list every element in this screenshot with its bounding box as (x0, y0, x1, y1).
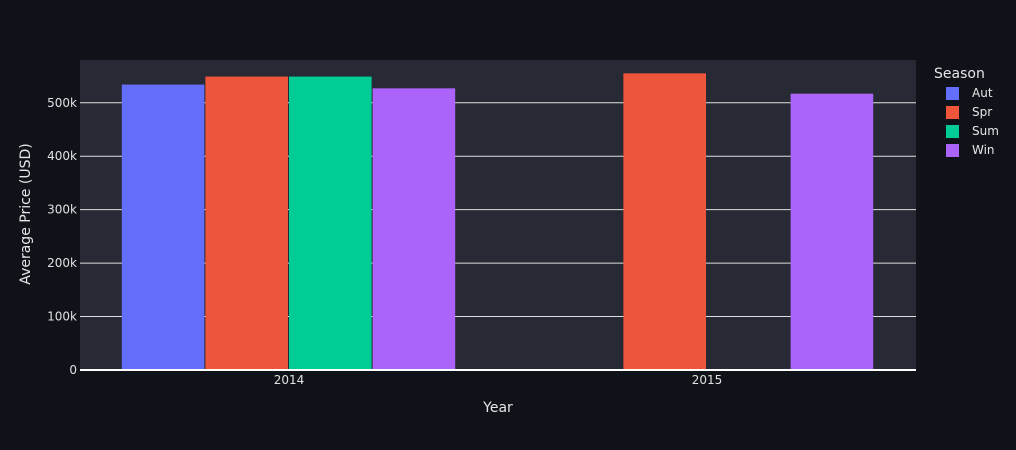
bars (121, 73, 874, 371)
legend-swatch-spr[interactable] (946, 106, 959, 119)
legend-title: Season (934, 66, 985, 82)
bar-win-2014[interactable] (372, 88, 456, 371)
bar-spr-2014[interactable] (205, 76, 288, 370)
y-tick-label: 500k (47, 96, 77, 110)
x-tick-label: 2015 (692, 373, 723, 387)
y-tick-label: 400k (47, 149, 77, 163)
x-tick-label: 2014 (274, 373, 305, 387)
y-tick-label: 0 (69, 363, 77, 377)
bar-win-2015[interactable] (790, 93, 874, 370)
legend-swatch-sum[interactable] (946, 125, 959, 138)
legend-label-spr[interactable]: Spr (972, 105, 992, 119)
legend-label-aut[interactable]: Aut (972, 86, 993, 100)
y-axis-title: Average Price (USD) (18, 143, 34, 284)
legend-label-sum[interactable]: Sum (972, 124, 999, 138)
legend-swatch-aut[interactable] (946, 87, 959, 100)
bar-sum-2014[interactable] (289, 76, 372, 370)
y-tick-label: 200k (47, 256, 77, 270)
y-tick-label: 100k (47, 310, 77, 324)
y-tick-label: 300k (47, 203, 77, 217)
axes: 0 100k 200k 300k 400k 500k 2014 2015 (47, 96, 916, 387)
bar-aut-2014[interactable] (121, 84, 205, 370)
x-axis-title: Year (482, 400, 513, 416)
legend-label-win[interactable]: Win (972, 143, 995, 157)
legend-swatch-win[interactable] (946, 144, 959, 157)
legend: Season Aut Spr Sum Win (934, 66, 999, 157)
bar-spr-2015[interactable] (623, 73, 706, 371)
